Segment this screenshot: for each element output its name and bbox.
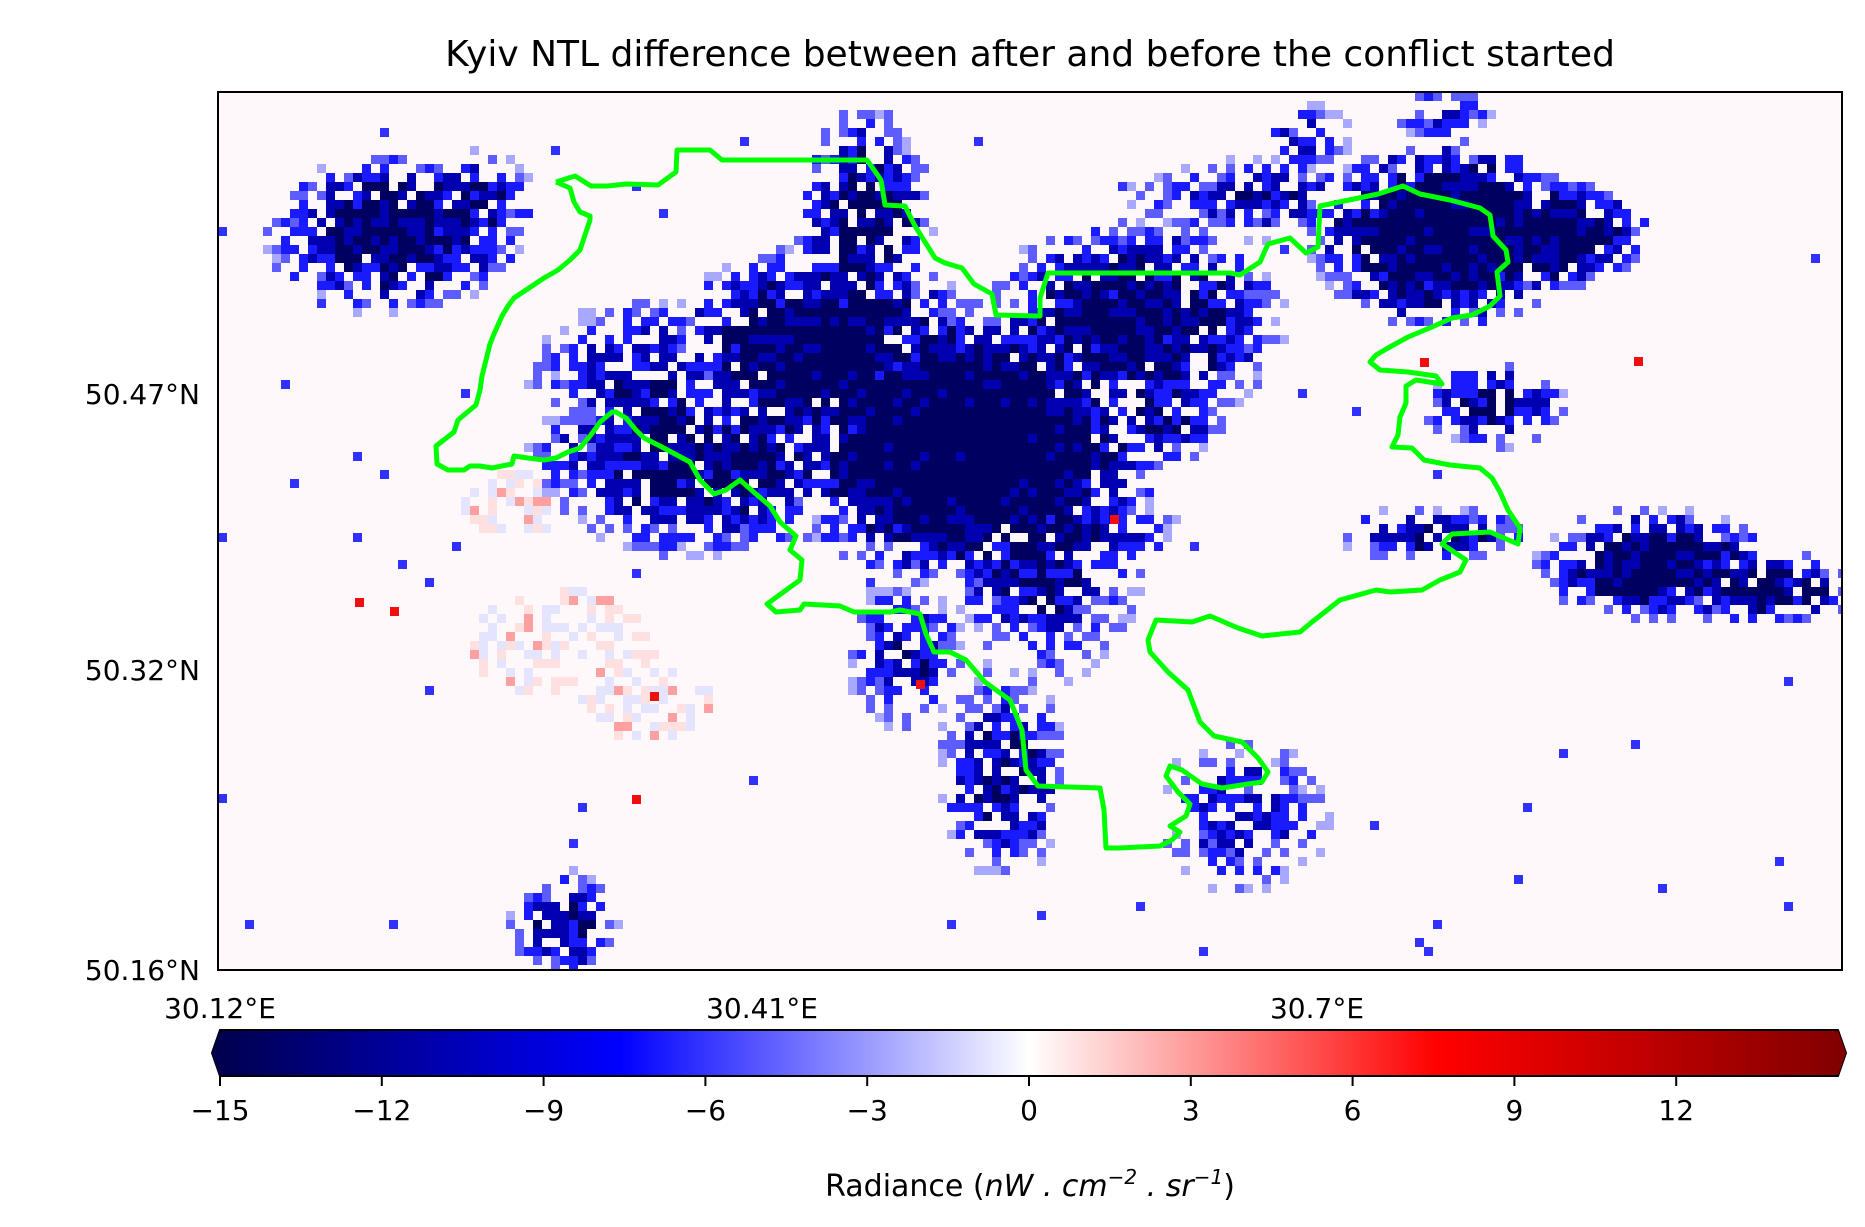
colorbar-tick-label: 12 (1658, 1094, 1694, 1127)
colorbar-tick-label: 6 (1344, 1094, 1362, 1127)
chart-title: Kyiv NTL difference between after and be… (445, 34, 1615, 75)
map-frame (217, 91, 1843, 971)
x-tick-label: 30.41°E (706, 992, 818, 1025)
colorbar-label: Radiance (nW . cm−2 . sr−1) (825, 1165, 1235, 1204)
colorbar-tick-label: 3 (1182, 1094, 1200, 1127)
colorbar-tick-label: 9 (1505, 1094, 1523, 1127)
kyiv-boundary-outline (433, 147, 1523, 851)
colorbar: −15 −12 −9 −6 −3 0 3 6 9 12 Radiance (nW . cm−2 .… (190, 1029, 1848, 1204)
colorbar-tick-label: −9 (523, 1094, 564, 1127)
colorbar-bar (210, 1029, 1848, 1077)
colorbar-tick-label: −3 (847, 1094, 888, 1127)
y-tick-label: 50.47°N (85, 378, 200, 411)
x-tick-label: 30.12°E (164, 992, 276, 1025)
x-tick-label: 30.7°E (1270, 992, 1364, 1025)
map-axis-labels: 50.47°N 50.32°N 50.16°N 30.12°E 30.41°E … (85, 378, 1364, 1025)
y-tick-label: 50.16°N (85, 954, 200, 987)
colorbar-extend-max (1838, 1030, 1846, 1076)
colorbar-tick-label: −15 (190, 1094, 249, 1127)
radiance-pixels (218, 92, 1842, 970)
colorbar-tick-label: −6 (685, 1094, 726, 1127)
colorbar-ticks: −15 −12 −9 −6 −3 0 3 6 9 12 (190, 1076, 1694, 1127)
y-tick-label: 50.32°N (85, 654, 200, 687)
colorbar-tick-label: 0 (1020, 1094, 1038, 1127)
colorbar-extend-min (212, 1030, 220, 1076)
colorbar-tick-label: −12 (352, 1094, 411, 1127)
map-panel (217, 91, 1843, 971)
